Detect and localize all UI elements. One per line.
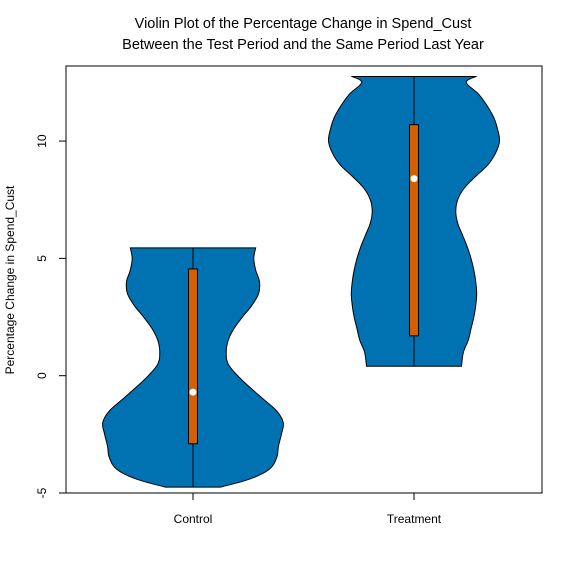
y-tick-label: 5 xyxy=(35,255,49,262)
iqr-box-treatment xyxy=(410,125,419,336)
y-axis-label: Percentage Change in Spend_Cust xyxy=(3,185,17,374)
x-axis: Control Treatment xyxy=(174,493,442,526)
y-tick-label: 0 xyxy=(35,372,49,379)
y-axis: -5 0 5 10 xyxy=(35,134,66,498)
median-point-control xyxy=(190,389,197,396)
iqr-box-control xyxy=(189,269,198,444)
chart-title-line-1: Violin Plot of the Percentage Change in … xyxy=(135,16,472,32)
median-point-treatment xyxy=(411,175,418,182)
chart-title-line-2: Between the Test Period and the Same Per… xyxy=(122,37,484,53)
x-tick-label-treatment: Treatment xyxy=(387,512,442,526)
x-tick-label-control: Control xyxy=(174,512,213,526)
y-tick-label: -5 xyxy=(35,487,49,498)
y-tick-label: 10 xyxy=(35,134,49,148)
plot-area xyxy=(103,77,500,488)
